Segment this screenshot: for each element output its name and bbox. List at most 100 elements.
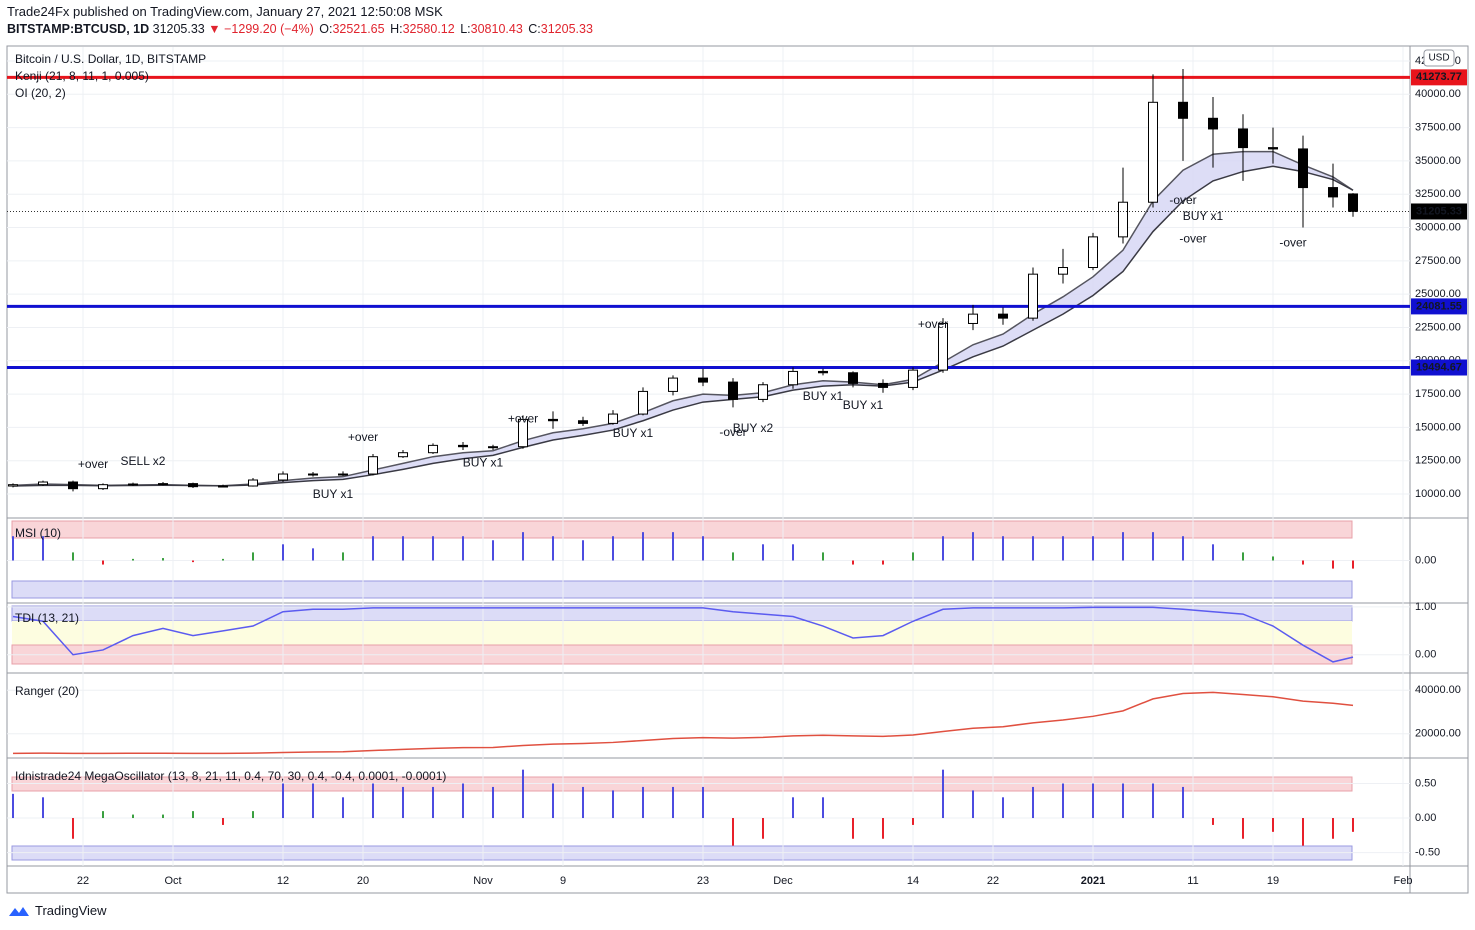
y-tick-label: 0.00 bbox=[1415, 812, 1436, 824]
middle-band bbox=[12, 621, 1352, 645]
x-tick-label: 2021 bbox=[1081, 875, 1105, 887]
candle-body bbox=[1298, 148, 1308, 189]
candle-body bbox=[428, 444, 438, 454]
candle-body bbox=[248, 479, 258, 487]
level-label: 24081.55 bbox=[1416, 300, 1462, 312]
x-tick-label: 19 bbox=[1267, 875, 1279, 887]
signal-label: BUY x1 bbox=[613, 426, 654, 440]
level-label: 41273.77 bbox=[1416, 71, 1462, 83]
candle-body bbox=[68, 481, 78, 490]
y-tick-label: 32500.00 bbox=[1415, 188, 1461, 200]
candle-body bbox=[518, 418, 528, 448]
publisher: Trade24Fx published on TradingView.com, … bbox=[7, 4, 443, 19]
candle-body bbox=[1328, 187, 1338, 198]
y-tick-label: 15000.00 bbox=[1415, 421, 1461, 433]
pane-title: Ranger (20) bbox=[15, 684, 79, 698]
candle-body bbox=[668, 377, 678, 392]
candle-body bbox=[8, 484, 18, 487]
change: ▼ −1299.20 (−4%) bbox=[208, 22, 314, 36]
signal-label: +over bbox=[348, 430, 378, 444]
candle-body bbox=[128, 483, 138, 486]
x-tick-label: Dec bbox=[773, 875, 793, 887]
candle-body bbox=[878, 382, 888, 388]
x-tick-label: 20 bbox=[357, 875, 369, 887]
candle-body bbox=[398, 452, 408, 458]
signal-label: +over bbox=[508, 412, 538, 426]
footer: TradingView bbox=[8, 903, 107, 918]
change-value: −1299.20 (−4%) bbox=[224, 22, 314, 36]
signal-label: BUY x1 bbox=[463, 456, 504, 470]
candle-body bbox=[308, 473, 318, 476]
signal-label: BUY x1 bbox=[313, 487, 354, 501]
y-tick-label: 27500.00 bbox=[1415, 255, 1461, 267]
x-tick-label: 22 bbox=[77, 875, 89, 887]
lower-band bbox=[11, 580, 1353, 599]
signal-label: +over bbox=[918, 317, 948, 331]
candle-body bbox=[1028, 273, 1038, 319]
currency-badge[interactable] bbox=[1423, 49, 1455, 67]
logo bbox=[9, 906, 29, 916]
logo-shape bbox=[9, 906, 29, 916]
candle-body bbox=[1148, 101, 1158, 203]
candle-body bbox=[638, 390, 648, 415]
y-tick-label: 37500.00 bbox=[1415, 122, 1461, 134]
candle-body bbox=[698, 377, 708, 383]
ohlc-label: L: bbox=[460, 22, 471, 36]
candle-body bbox=[188, 483, 198, 488]
ohlc-value: 30810.43 bbox=[470, 22, 523, 36]
ohlc-value: 32521.65 bbox=[332, 22, 385, 36]
y-tick-label: 22500.00 bbox=[1415, 321, 1461, 333]
signal-label: -over bbox=[1279, 236, 1306, 250]
ohlc-value: 31205.33 bbox=[540, 22, 593, 36]
indicator-line bbox=[12, 606, 1354, 663]
candle-body bbox=[368, 456, 378, 475]
last-price-label: 31205.33 bbox=[1416, 205, 1462, 217]
last-price: 31205.33 bbox=[152, 22, 205, 36]
signal-label: BUY x2 bbox=[733, 421, 774, 435]
signal-label: SELL x2 bbox=[121, 454, 166, 468]
candle-body bbox=[548, 418, 558, 422]
signal-label: -over bbox=[719, 425, 746, 439]
candle-body bbox=[158, 483, 168, 486]
x-tick-label: Feb bbox=[1394, 875, 1413, 887]
y-tick-label: 12500.00 bbox=[1415, 455, 1461, 467]
axes: 10000.00 12500.00 15000.00 17500.00 20000.00… bbox=[77, 55, 1467, 887]
y-tick-label: -0.50 bbox=[1415, 846, 1440, 858]
candle-body bbox=[1208, 117, 1218, 130]
candle-body bbox=[728, 381, 738, 400]
indicator-line bbox=[12, 691, 1354, 755]
indicator-legend: Kenji (21, 8, 11, 1, 0.005) bbox=[15, 69, 149, 83]
x-tick-label: 23 bbox=[697, 875, 709, 887]
pane-title: TDI (13, 21) bbox=[15, 611, 79, 625]
y-tick-label: 1.00 bbox=[1415, 601, 1436, 613]
currency: USD bbox=[1428, 53, 1449, 64]
candle-body bbox=[338, 473, 348, 476]
candle-body bbox=[968, 313, 978, 324]
chart-title: Bitcoin / U.S. Dollar, 1D, BITSTAMP bbox=[15, 52, 206, 66]
x-tick-label: 12 bbox=[277, 875, 289, 887]
x-tick-label: Oct bbox=[164, 875, 181, 887]
x-tick-label: 14 bbox=[907, 875, 919, 887]
y-tick-label: 40000.00 bbox=[1415, 88, 1461, 100]
signal-label: -over bbox=[1179, 232, 1206, 246]
signal-label: BUY x1 bbox=[1183, 209, 1224, 223]
candle-body bbox=[578, 420, 588, 424]
level-label-box bbox=[1411, 359, 1467, 376]
indicator-legend: OI (20, 2) bbox=[15, 86, 66, 100]
candle-body bbox=[1088, 236, 1098, 269]
x-tick-label: 9 bbox=[560, 875, 566, 887]
candle-body bbox=[1118, 201, 1128, 238]
level-label-box bbox=[1411, 69, 1467, 86]
candle-body bbox=[98, 484, 108, 490]
candle-body bbox=[458, 444, 468, 448]
candle-body bbox=[218, 485, 228, 488]
candle-body bbox=[488, 446, 498, 449]
candle-body bbox=[278, 473, 288, 481]
y-tick-label: 35000.00 bbox=[1415, 155, 1461, 167]
level-label-box bbox=[1411, 298, 1467, 315]
pane-title: Idnistrade24 MegaOscillator (13, 8, 21, … bbox=[15, 769, 446, 783]
upper-band bbox=[11, 520, 1353, 539]
signal-label: +over bbox=[78, 457, 108, 471]
ohlc-label: H: bbox=[390, 22, 403, 36]
